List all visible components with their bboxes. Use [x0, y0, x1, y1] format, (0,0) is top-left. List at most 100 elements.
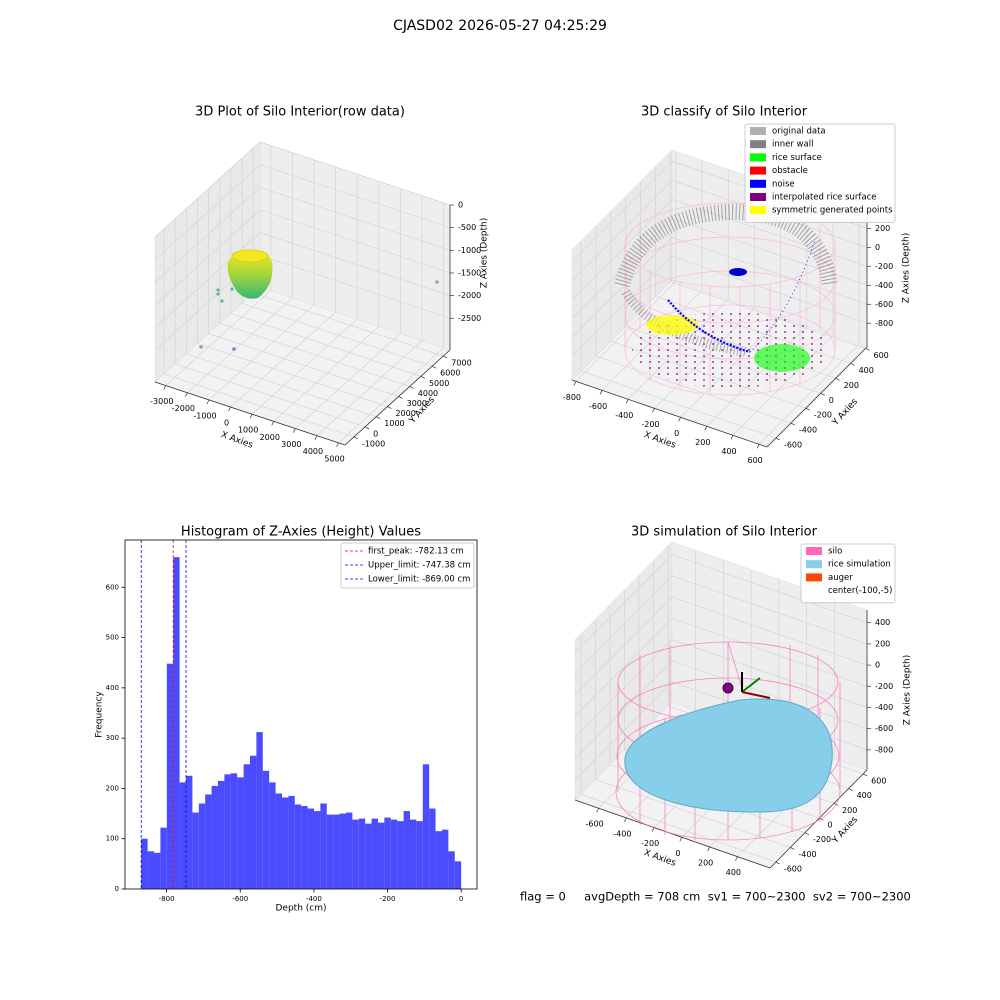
z-tick-label: -800 — [875, 319, 893, 328]
tick-mark — [596, 808, 599, 813]
y-tick-label: 5000 — [429, 379, 449, 388]
grid-line — [259, 254, 451, 319]
grid-line — [574, 660, 673, 759]
bar — [345, 812, 353, 889]
tick-mark — [730, 435, 734, 440]
bar — [198, 803, 206, 889]
tick-mark — [679, 837, 683, 842]
grid-line — [671, 575, 868, 645]
legend-swatch — [750, 179, 766, 188]
legend-swatch — [750, 166, 766, 175]
x-tick-label: 200 — [695, 438, 710, 447]
legend-label: center(-100,-5) — [828, 586, 892, 596]
y-tick-label: 200 — [842, 806, 857, 815]
axis-label: Y Axies — [830, 397, 860, 429]
bar — [224, 774, 231, 889]
z-tick-label: -400 — [875, 281, 893, 290]
grid-line — [154, 141, 261, 238]
y-tick-label: 400 — [857, 791, 872, 800]
axis-label: Y Axies — [830, 815, 860, 847]
noise — [749, 239, 816, 353]
grid-line — [316, 340, 423, 436]
bar — [454, 861, 462, 889]
tick-mark — [624, 817, 627, 823]
grid-line — [671, 660, 868, 730]
y-tick-label: 300 — [106, 734, 119, 742]
grid-line — [580, 370, 777, 439]
grid-line — [574, 575, 673, 675]
bar — [448, 851, 455, 889]
x-tick-label: -1000 — [193, 411, 216, 420]
grid-line — [671, 236, 868, 305]
y-tick-label: -400 — [798, 850, 816, 859]
bar — [429, 808, 436, 889]
z-tick-label: -200 — [875, 682, 893, 691]
x-tick-label: -400 — [306, 895, 322, 903]
bar — [333, 814, 340, 889]
tick-mark — [862, 773, 868, 777]
tick-mark — [756, 444, 760, 449]
bar — [435, 831, 442, 889]
bar — [339, 813, 346, 889]
axis-label: Z Axies (Depth) — [903, 655, 913, 726]
tick-mark — [364, 426, 370, 430]
axis-line — [571, 379, 768, 448]
y-tick-label: 2000 — [395, 409, 415, 418]
legend-swatch — [750, 206, 766, 215]
figure-title: CJASD02 2026-05-27 04:25:29 — [393, 18, 607, 34]
axis-label: X Axies — [642, 848, 677, 869]
grid-line — [671, 596, 868, 666]
legend-label: original data — [772, 127, 826, 137]
tick-mark — [376, 416, 381, 420]
chart-title: 3D Plot of Silo Interior(row data) — [195, 105, 405, 120]
axis-label: X Axies — [642, 430, 677, 451]
y-tick-label: 0 — [373, 429, 378, 438]
grid-line — [574, 618, 673, 717]
bar — [320, 803, 327, 889]
tick-mark — [314, 435, 318, 440]
bar — [441, 829, 449, 889]
rice-surface — [754, 344, 810, 372]
bar — [256, 732, 263, 889]
axis-label: Z Axies (Depth) — [480, 218, 490, 289]
grid-line — [295, 333, 401, 429]
tick-mark — [163, 385, 167, 390]
grid-line — [595, 779, 791, 848]
legend-label: auger — [828, 573, 853, 583]
bar — [390, 819, 398, 889]
x-tick-label: 5000 — [324, 454, 344, 463]
grid-line — [574, 639, 673, 738]
y-tick-label: -1000 — [362, 439, 385, 448]
grid-line — [571, 256, 673, 357]
bar — [352, 819, 359, 889]
bar — [147, 851, 154, 889]
bar — [217, 780, 225, 889]
tick-mark — [431, 365, 437, 369]
y-tick-label: 4000 — [418, 389, 438, 398]
x-tick-label: -200 — [641, 839, 659, 848]
z-tick-label: -500 — [458, 223, 476, 232]
axis-label: Depth (cm) — [275, 904, 326, 914]
bar — [153, 852, 161, 889]
axis-line — [154, 381, 346, 446]
bar — [358, 818, 366, 889]
bar — [262, 770, 270, 889]
x-tick-label: -2000 — [172, 404, 195, 413]
z-tick-label: -2500 — [458, 314, 481, 323]
y-tick-label: -200 — [813, 835, 831, 844]
grid-line — [671, 217, 868, 286]
grid-line — [571, 237, 673, 338]
bar — [294, 804, 302, 889]
x-tick-label: 400 — [726, 868, 741, 877]
grid-line — [574, 681, 673, 781]
bar — [422, 764, 430, 889]
tick-mark — [775, 861, 780, 865]
grid-line — [208, 304, 315, 401]
bar — [313, 811, 321, 889]
grid-line — [174, 363, 366, 428]
x-tick-label: 3000 — [281, 440, 301, 449]
tick-mark — [790, 847, 795, 850]
legend-label: rice surface — [772, 153, 822, 163]
grid-line — [338, 347, 444, 444]
